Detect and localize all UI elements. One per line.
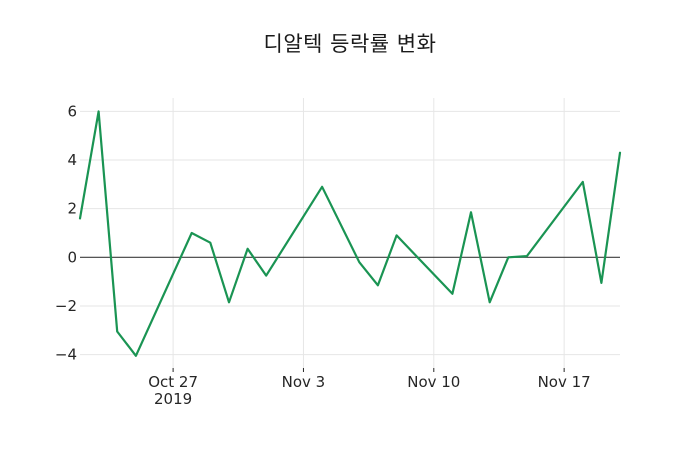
x-tick-label: Nov 10 [407, 373, 460, 391]
y-tick-label: 2 [67, 200, 77, 218]
y-tick-label: 0 [67, 248, 77, 266]
x-tick-label: Nov 3 [282, 373, 326, 391]
chart-title: 디알텍 등락률 변화 [263, 32, 437, 56]
y-tick-label: 4 [67, 151, 77, 169]
y-tick-label: 6 [67, 102, 77, 120]
x-tick-label: Oct 27 [148, 373, 198, 391]
x-tick-label: Nov 17 [538, 373, 591, 391]
y-tick-label: −2 [55, 297, 77, 315]
x-tick-sublabel: 2019 [154, 390, 192, 408]
y-tick-label: −4 [55, 346, 77, 364]
series-line [78, 110, 622, 357]
